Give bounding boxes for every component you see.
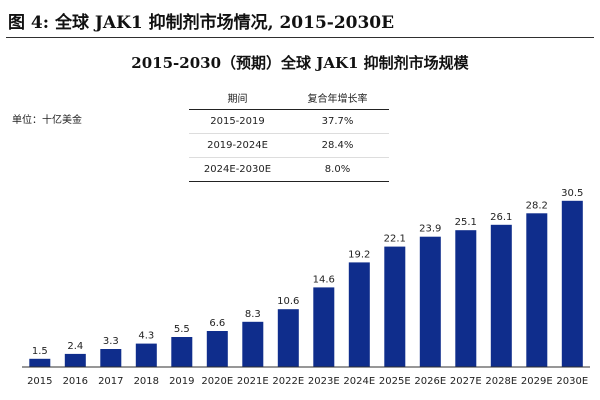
value-label: 14.6 bbox=[313, 274, 335, 285]
bar-2021E bbox=[242, 321, 264, 367]
x-tick-label: 2023E bbox=[308, 376, 340, 387]
x-tick-label: 2026E bbox=[414, 376, 446, 387]
value-label: 19.2 bbox=[348, 249, 370, 260]
cagr-rate-cell: 8.0% bbox=[286, 157, 389, 182]
bar-2026E bbox=[419, 236, 441, 367]
bar-2029E bbox=[526, 213, 548, 367]
value-label: 2.4 bbox=[67, 341, 83, 352]
value-label: 1.5 bbox=[32, 346, 48, 357]
value-label: 26.1 bbox=[490, 212, 512, 223]
value-label: 4.3 bbox=[138, 331, 154, 342]
x-tick-label: 2019 bbox=[169, 376, 194, 387]
cagr-header-rate: 复合年增长率 bbox=[286, 86, 389, 110]
value-label: 3.3 bbox=[103, 336, 119, 347]
cagr-table-row: 2015-2019 37.7% bbox=[189, 109, 389, 134]
bar-2027E bbox=[455, 230, 477, 367]
cagr-rate-cell: 28.4% bbox=[286, 133, 389, 158]
value-label: 30.5 bbox=[561, 188, 583, 199]
cagr-table-row: 2019-2024E 28.4% bbox=[189, 133, 389, 158]
labels-layer: 1.5 2015 2.4 2016 3.3 2017 4.3 2018 5.5 2019 6.6 20… bbox=[27, 188, 588, 387]
bar-2017 bbox=[100, 349, 122, 367]
chart-title: 2015-2030（预期）全球 JAK1 抑制剂市场规模 bbox=[131, 54, 469, 72]
cagr-rate-cell: 37.7% bbox=[286, 109, 389, 134]
x-tick-label: 2028E bbox=[485, 376, 517, 387]
bar-2020E bbox=[206, 331, 228, 367]
cagr-period-cell: 2015-2019 bbox=[189, 109, 286, 134]
caption-divider bbox=[6, 37, 594, 38]
x-tick-label: 2018 bbox=[134, 376, 159, 387]
value-label: 5.5 bbox=[174, 324, 190, 335]
cagr-period-cell: 2019-2024E bbox=[189, 133, 286, 158]
bar-2018 bbox=[135, 343, 157, 367]
x-tick-label: 2015 bbox=[27, 376, 52, 387]
x-tick-label: 2024E bbox=[343, 376, 375, 387]
value-label: 23.9 bbox=[419, 224, 441, 235]
cagr-header-period: 期间 bbox=[189, 86, 286, 110]
bar-2024E bbox=[348, 262, 370, 367]
bar-2030E bbox=[561, 200, 583, 367]
bar-2019 bbox=[171, 337, 193, 367]
bar-2016 bbox=[64, 353, 86, 367]
bars-layer bbox=[29, 200, 583, 367]
x-tick-label: 2020E bbox=[201, 376, 233, 387]
x-tick-label: 2021E bbox=[237, 376, 269, 387]
figure-caption: 图 4: 全球 JAK1 抑制剂市场情况, 2015-2030E bbox=[8, 13, 395, 33]
x-tick-label: 2017 bbox=[98, 376, 123, 387]
x-tick-label: 2029E bbox=[521, 376, 553, 387]
x-tick-label: 2027E bbox=[450, 376, 482, 387]
bar-2022E bbox=[277, 309, 299, 367]
bar-2015 bbox=[29, 358, 51, 367]
value-label: 8.3 bbox=[245, 309, 261, 320]
value-label: 22.1 bbox=[384, 234, 406, 245]
bar-2023E bbox=[313, 287, 335, 367]
x-tick-label: 2025E bbox=[379, 376, 411, 387]
unit-label: 单位：十亿美金 bbox=[12, 115, 82, 126]
cagr-table: 期间 复合年增长率 2015-2019 37.7% 2019-2024E 28.… bbox=[189, 86, 389, 182]
cagr-period-cell: 2024E-2030E bbox=[189, 157, 286, 182]
value-label: 28.2 bbox=[526, 200, 548, 211]
x-tick-label: 2022E bbox=[272, 376, 304, 387]
bar-2028E bbox=[490, 224, 512, 367]
x-tick-label: 2016 bbox=[63, 376, 88, 387]
bar-2025E bbox=[384, 246, 406, 367]
cagr-table-header-row: 期间 复合年增长率 bbox=[189, 86, 389, 110]
value-label: 6.6 bbox=[209, 318, 225, 329]
cagr-table-row: 2024E-2030E 8.0% bbox=[189, 157, 389, 182]
x-tick-label: 2030E bbox=[556, 376, 588, 387]
value-label: 25.1 bbox=[455, 217, 477, 228]
value-label: 10.6 bbox=[277, 296, 299, 307]
